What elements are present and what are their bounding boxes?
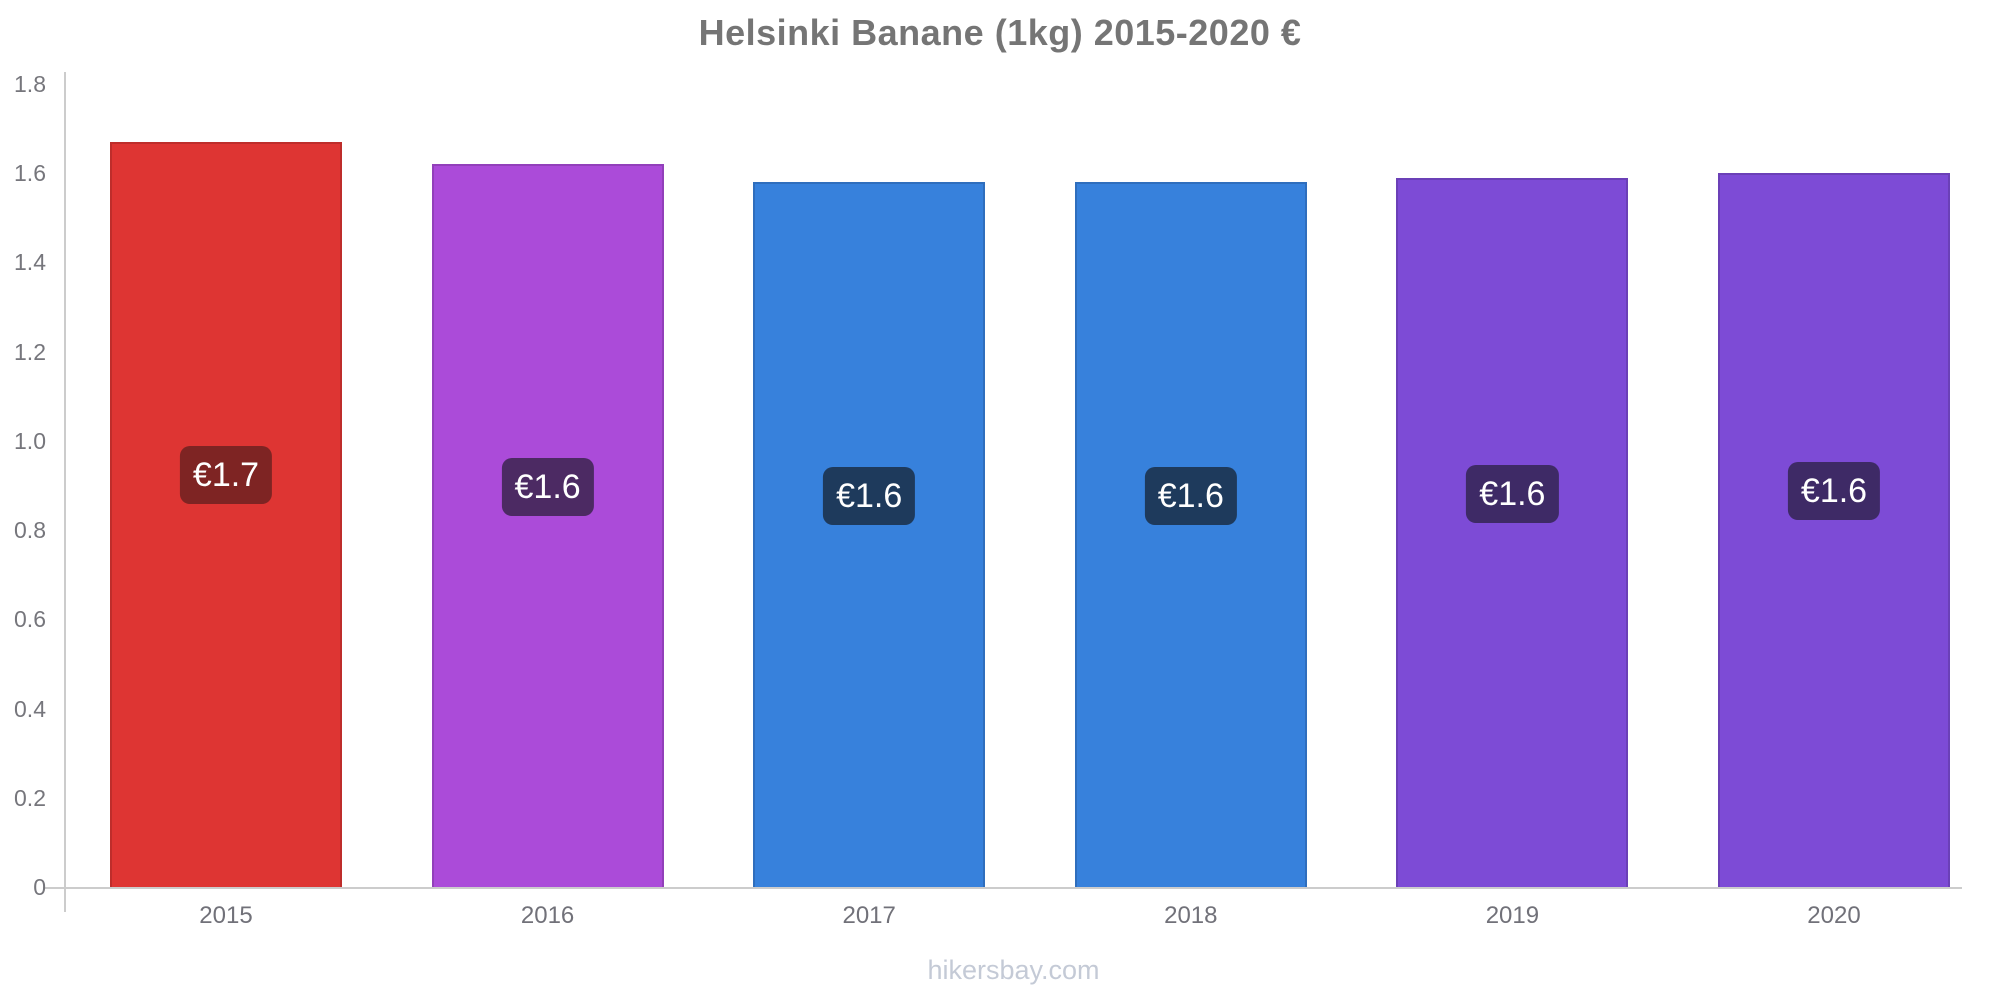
y-tick-label: 1.2 — [14, 338, 46, 365]
bar-2017: €1.6 — [753, 182, 986, 887]
x-tick-label-2018: 2018 — [1164, 902, 1218, 929]
y-tick-label: 1.8 — [14, 71, 46, 97]
bar-value-badge: €1.7 — [179, 446, 273, 505]
x-tick-label-2019: 2019 — [1485, 902, 1540, 929]
y-tick-label: 0.2 — [14, 784, 46, 811]
y-tick-label: 1.6 — [14, 160, 46, 187]
y-tick-label: 1.4 — [14, 249, 46, 276]
x-axis-line — [64, 887, 1962, 889]
bar-2016: €1.6 — [431, 164, 664, 887]
y-tick-label: 0.4 — [14, 695, 46, 722]
bar-value-badge: €1.6 — [1144, 467, 1237, 526]
footer-link[interactable]: hikersbay.com — [927, 955, 1100, 985]
x-tick-label-2017: 2017 — [842, 902, 896, 929]
chart-title: Helsinki Banane (1kg) 2015-2020 € — [698, 12, 1302, 53]
y-axis-line — [64, 72, 66, 912]
x-tick-label-2015: 2015 — [199, 902, 253, 929]
bar-value-badge: €1.6 — [1787, 462, 1881, 521]
bar-value-badge: €1.6 — [823, 467, 916, 526]
y-tick-label: 0.6 — [14, 606, 46, 633]
y-tick-label: 1.0 — [14, 427, 46, 454]
bar-2018: €1.6 — [1074, 182, 1307, 887]
y-tick-label: 0 — [33, 874, 46, 900]
y-tick-label: 0.8 — [14, 517, 46, 544]
bar-2019: €1.6 — [1396, 177, 1629, 887]
bar-2020: €1.6 — [1718, 173, 1950, 887]
zero-tick-mark — [43, 887, 64, 889]
x-tick-label-2016: 2016 — [520, 902, 575, 929]
bar-value-badge: €1.6 — [501, 457, 594, 516]
bar-value-badge: €1.6 — [1466, 464, 1559, 523]
bar-2015: €1.7 — [110, 141, 342, 887]
x-tick-label-2020: 2020 — [1807, 902, 1861, 929]
